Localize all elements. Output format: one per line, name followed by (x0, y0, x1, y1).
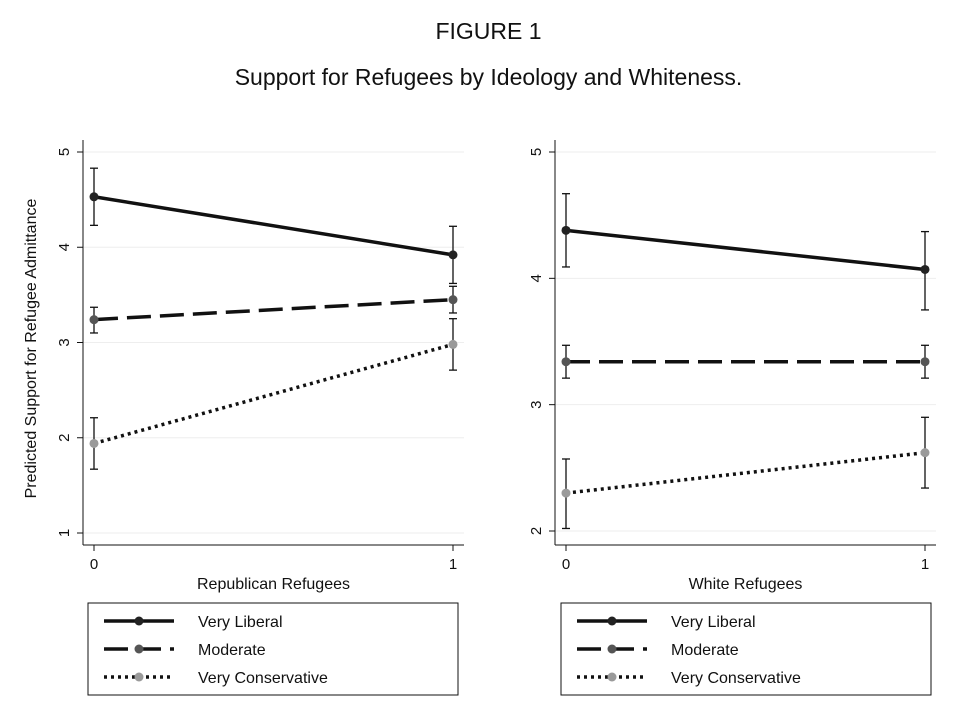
data-point-very-liberal (920, 264, 930, 274)
series-line-very-liberal (565, 228, 926, 272)
y-tick-label: 2 (56, 434, 73, 442)
panel-2: 2 3 4 5 0 1 White Refugees Very Liberal Moderate… (528, 140, 936, 696)
legend: Very Liberal Moderate Very Conservative (87, 602, 459, 696)
legend-label-very-conservative: Very Conservative (198, 670, 328, 687)
y-axis-label: Predicted Support for Refugee Admittance (23, 199, 40, 499)
y-tick-label: 3 (56, 338, 73, 346)
y-tick-label: 4 (56, 243, 73, 251)
legend-label-very-conservative: Very Conservative (671, 670, 801, 687)
data-point-moderate (89, 315, 99, 325)
x-axis-label: Republican Refugees (197, 576, 350, 593)
y-tick-label: 4 (528, 274, 545, 282)
data-point-very-conservative (561, 488, 571, 498)
legend-marker-very-conservative (607, 672, 617, 682)
x-tick-label: 0 (562, 556, 570, 573)
data-point-very-conservative (448, 339, 458, 349)
series-line-very-conservative (93, 342, 454, 446)
y-tick-label: 5 (528, 148, 545, 156)
legend-marker-very-conservative (134, 672, 144, 682)
data-point-very-conservative (920, 448, 930, 458)
y-tick-label: 2 (528, 527, 545, 535)
data-point-moderate (561, 357, 571, 367)
panel-1: 1 2 3 4 5 0 1 Republican Refugees Predicted Supp… (23, 140, 464, 696)
legend-label-moderate: Moderate (671, 642, 739, 659)
legend-label-very-liberal: Very Liberal (198, 614, 283, 631)
legend-label-moderate: Moderate (198, 642, 266, 659)
x-tick-label: 0 (90, 556, 98, 573)
legend-marker-moderate (134, 644, 144, 654)
legend-marker-very-liberal (607, 616, 617, 626)
series-line-very-liberal (93, 195, 454, 257)
data-point-moderate (448, 295, 458, 305)
data-point-very-liberal (89, 192, 99, 202)
data-point-moderate (920, 357, 930, 367)
y-tick-label: 5 (56, 148, 73, 156)
legend-marker-very-liberal (134, 616, 144, 626)
series-line-moderate (93, 297, 454, 322)
legend-marker-moderate (607, 644, 617, 654)
x-axis-label: White Refugees (689, 576, 803, 593)
x-tick-label: 1 (449, 556, 457, 573)
y-tick-label: 3 (528, 400, 545, 408)
data-point-very-liberal (448, 250, 458, 260)
figure-title: Support for Refugees by Ideology and Whi… (234, 64, 743, 90)
y-tick-label: 1 (56, 529, 73, 537)
series-line-very-conservative (565, 450, 926, 495)
figure-label: FIGURE 1 (435, 18, 542, 44)
data-point-very-conservative (89, 438, 99, 448)
legend-label-very-liberal: Very Liberal (671, 614, 756, 631)
x-tick-label: 1 (921, 556, 929, 573)
data-point-very-liberal (561, 225, 571, 235)
legend: Very Liberal Moderate Very Conservative (560, 602, 932, 696)
